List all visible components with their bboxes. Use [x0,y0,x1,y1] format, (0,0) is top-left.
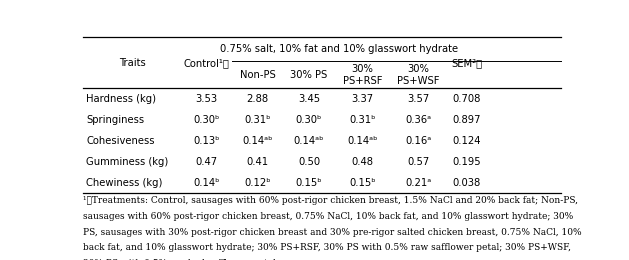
Text: 0.14ᵃᵇ: 0.14ᵃᵇ [347,136,378,146]
Text: 0.31ᵇ: 0.31ᵇ [349,115,376,125]
Text: 0.12ᵇ: 0.12ᵇ [245,178,271,188]
Text: 0.13ᵇ: 0.13ᵇ [193,136,220,146]
Text: Hardness (kg): Hardness (kg) [86,94,157,104]
Text: 3.57: 3.57 [408,94,430,104]
Text: SEM²⧤: SEM²⧤ [451,58,482,68]
Text: 0.14ᵇ: 0.14ᵇ [193,178,220,188]
Text: sausages with 60% post-rigor chicken breast, 0.75% NaCl, 10% back fat, and 10% g: sausages with 60% post-rigor chicken bre… [84,212,574,221]
Text: Non-PS: Non-PS [240,70,276,80]
Text: 0.31ᵇ: 0.31ᵇ [245,115,271,125]
Text: 0.15ᵇ: 0.15ᵇ [349,178,376,188]
Text: 0.50: 0.50 [298,157,320,167]
Text: 3.45: 3.45 [298,94,320,104]
Text: 0.708: 0.708 [452,94,481,104]
Text: 30%
PS+RSF: 30% PS+RSF [343,64,382,86]
Text: 0.14ᵃᵇ: 0.14ᵃᵇ [243,136,273,146]
Text: 0.897: 0.897 [452,115,481,125]
Text: Control¹⧤: Control¹⧤ [184,58,230,68]
Text: 0.124: 0.124 [452,136,481,146]
Text: 0.47: 0.47 [196,157,218,167]
Text: 30% PS with 0.5% washed safflower petal.: 30% PS with 0.5% washed safflower petal. [84,259,279,260]
Text: 0.30ᵇ: 0.30ᵇ [296,115,322,125]
Text: 0.48: 0.48 [352,157,374,167]
Text: Chewiness (kg): Chewiness (kg) [86,178,163,188]
Text: 0.21ᵃ: 0.21ᵃ [406,178,431,188]
Text: 2.88: 2.88 [247,94,269,104]
Text: 0.195: 0.195 [452,157,481,167]
Text: 0.57: 0.57 [408,157,430,167]
Text: Springiness: Springiness [86,115,145,125]
Text: 0.36ᵃ: 0.36ᵃ [406,115,431,125]
Text: 0.15ᵇ: 0.15ᵇ [296,178,322,188]
Text: Traits: Traits [119,58,146,68]
Text: 0.30ᵇ: 0.30ᵇ [193,115,220,125]
Text: Gumminess (kg): Gumminess (kg) [86,157,169,167]
Text: 0.41: 0.41 [247,157,269,167]
Text: 0.75% salt, 10% fat and 10% glasswort hydrate: 0.75% salt, 10% fat and 10% glasswort hy… [220,44,459,54]
Text: 30%
PS+WSF: 30% PS+WSF [398,64,440,86]
Text: 0.16ᵃ: 0.16ᵃ [406,136,431,146]
Text: Cohesiveness: Cohesiveness [86,136,155,146]
Text: 3.37: 3.37 [352,94,374,104]
Text: ¹⧤Treatments: Control, sausages with 60% post-rigor chicken breast, 1.5% NaCl an: ¹⧤Treatments: Control, sausages with 60%… [84,196,579,205]
Text: back fat, and 10% glasswort hydrate; 30% PS+RSF, 30% PS with 0.5% raw safflower : back fat, and 10% glasswort hydrate; 30%… [84,243,572,252]
Text: 0.14ᵃᵇ: 0.14ᵃᵇ [294,136,324,146]
Text: 3.53: 3.53 [196,94,218,104]
Text: 0.038: 0.038 [452,178,481,188]
Text: PS, sausages with 30% post-rigor chicken breast and 30% pre-rigor salted chicken: PS, sausages with 30% post-rigor chicken… [84,228,582,237]
Text: 30% PS: 30% PS [291,70,328,80]
